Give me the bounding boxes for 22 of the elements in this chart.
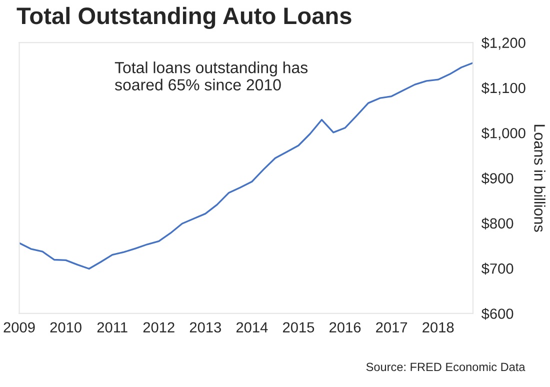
x-tick-label: 2011 — [97, 322, 128, 333]
source-note: Source: FRED Economic Data — [366, 362, 526, 372]
y-tick-label: $1,000 — [481, 127, 526, 140]
x-tick-label: 2018 — [422, 322, 454, 333]
x-tick-label: 2013 — [190, 322, 221, 333]
x-tick-label: 2015 — [282, 322, 314, 333]
y-tick-label: $900 — [481, 172, 514, 184]
x-tick-label: 2016 — [330, 322, 361, 333]
annotation: Total loans outstanding has soared 65% since 2010 — [114, 62, 308, 90]
line-series — [19, 62, 473, 270]
y-tick-label: $700 — [481, 262, 514, 275]
y-axis-title: Loans in billions — [534, 124, 546, 232]
x-tick-label: 2012 — [143, 322, 174, 333]
y-tick-label: $800 — [481, 218, 514, 230]
x-tick-label: 2017 — [376, 322, 408, 333]
x-tick-label: 2014 — [236, 322, 268, 333]
y-tick-label: $600 — [481, 308, 514, 320]
x-tick-label: 2009 — [4, 322, 35, 333]
x-tick-label: 2010 — [50, 322, 82, 333]
y-tick-label: $1,100 — [481, 82, 526, 95]
chart-title: Total Outstanding Auto Loans — [16, 6, 352, 30]
y-tick-label: $1,200 — [481, 37, 526, 50]
